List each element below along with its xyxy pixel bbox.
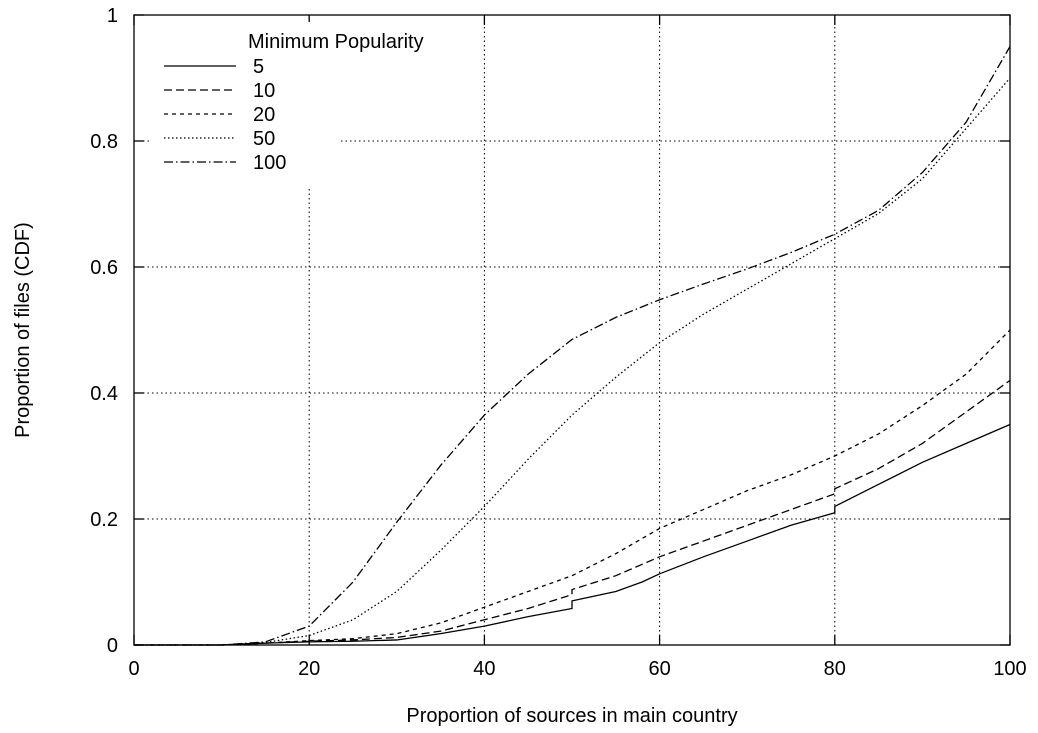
y-axis-label: Proportion of files (CDF) <box>12 222 34 438</box>
x-tick-label: 80 <box>824 658 846 680</box>
series-line-10 <box>134 379 1011 646</box>
series-line-5 <box>134 423 1011 646</box>
x-tick-label: 60 <box>648 658 670 680</box>
series-line-100 <box>134 46 1011 646</box>
legend-title: Minimum Popularity <box>248 31 424 53</box>
x-tick-label: 100 <box>993 658 1026 680</box>
y-tick-label: 0.8 <box>90 131 118 153</box>
legend-background <box>150 22 340 187</box>
y-tick-label: 1 <box>107 5 118 27</box>
legend-label-10: 10 <box>253 80 275 102</box>
y-tick-label: 0.4 <box>90 383 118 405</box>
legend-label-5: 5 <box>253 56 264 78</box>
x-tick-label: 20 <box>298 658 320 680</box>
x-tick-label: 40 <box>473 658 495 680</box>
y-tick-label: 0 <box>107 635 118 657</box>
plot-frame <box>133 14 1011 646</box>
x-tick-label: 0 <box>128 658 139 680</box>
series-line-50 <box>134 77 1011 646</box>
grid-lines <box>134 15 1010 645</box>
axis-ticks: 0 20 40 60 80 100 0 0.2 0.4 0.6 0.8 1 <box>90 5 1027 680</box>
legend-label-100: 100 <box>253 152 286 174</box>
y-tick-label: 0.6 <box>90 257 118 279</box>
y-tick-label: 0.2 <box>90 509 118 531</box>
series-line-20 <box>134 329 1011 646</box>
legend-label-20: 20 <box>253 104 275 126</box>
legend-label-50: 50 <box>253 128 275 150</box>
series-lines <box>134 46 1011 646</box>
x-axis-label: Proportion of sources in main country <box>406 705 737 727</box>
